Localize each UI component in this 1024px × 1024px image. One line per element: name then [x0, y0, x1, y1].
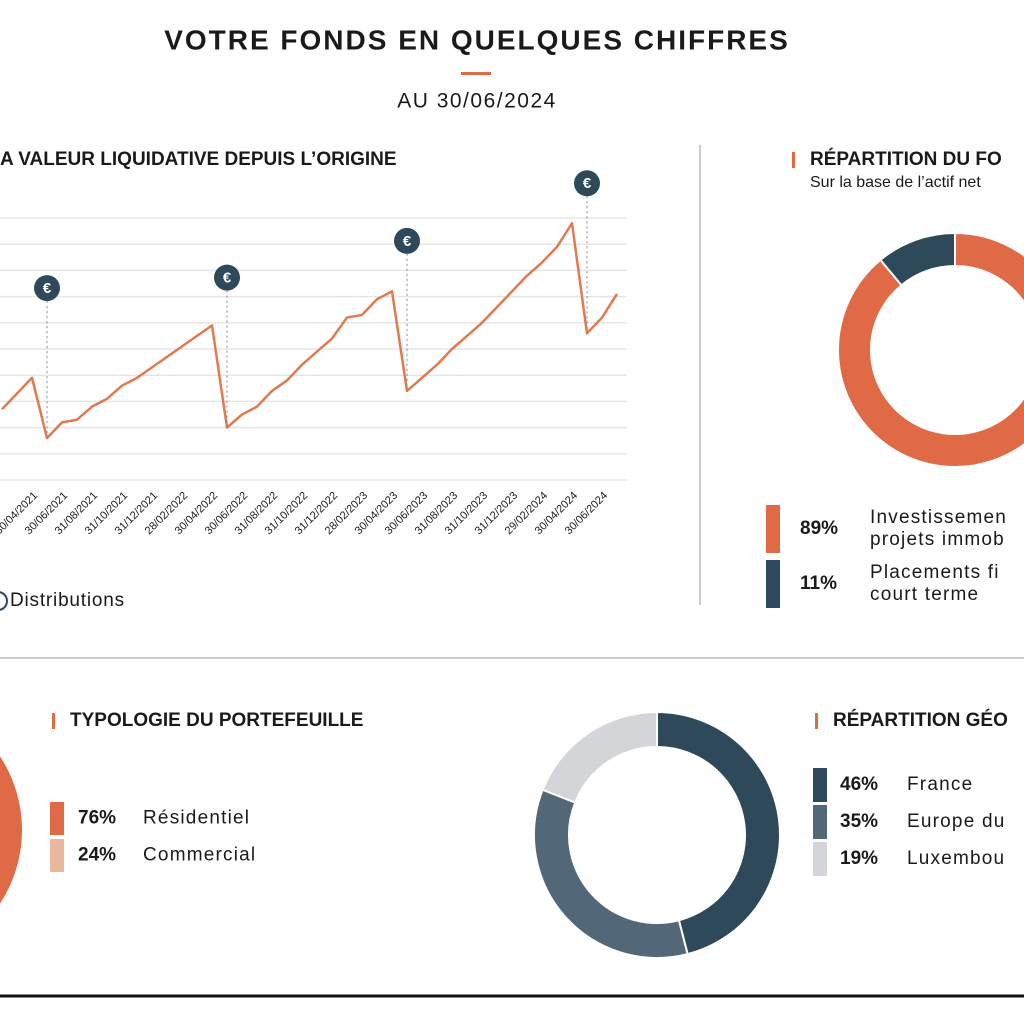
distribution-marker [34, 275, 60, 302]
chart-title: RÉPARTITION GÉO [833, 709, 1008, 731]
legend-label: France [907, 774, 973, 795]
chart-title: A VALEUR LIQUIDATIVE DEPUIS L’ORIGINE [0, 149, 397, 170]
legend-label: Placements fi [870, 562, 1000, 583]
page-subtitle: AU 30/06/2024 [397, 90, 557, 113]
legend-value: 76% [78, 808, 116, 829]
legend-marker [0, 591, 8, 611]
donut-segment [879, 231, 956, 287]
legend-value: 19% [840, 848, 878, 869]
legend-value: 24% [78, 845, 116, 866]
donut-segment [656, 710, 781, 956]
legend-swatch [813, 842, 827, 876]
distribution-symbol: € [403, 233, 412, 250]
title-bar [815, 713, 818, 729]
legend-value: 35% [840, 811, 878, 832]
donut-segment [837, 231, 1024, 468]
legend-label: Luxembou [907, 848, 1005, 869]
legend-label: Europe du [907, 811, 1005, 832]
chart-title: RÉPARTITION DU FO [810, 148, 1002, 170]
donut-segment [0, 752, 24, 907]
distribution-marker [214, 264, 240, 291]
title-bar [792, 152, 795, 168]
legend-label: Commercial [143, 845, 256, 866]
title-rule [461, 72, 491, 75]
distribution-symbol: € [583, 175, 592, 192]
donut-segment [533, 788, 689, 959]
legend-value: 89% [800, 518, 838, 539]
distribution-symbol: € [43, 280, 52, 297]
legend-value: 46% [840, 774, 878, 795]
legend-label: projets immob [870, 529, 1005, 550]
legend-label: Investissemen [870, 507, 1007, 528]
chart-subtitle: Sur la base de l’actif net [810, 174, 981, 191]
distribution-marker [394, 227, 420, 254]
legend-label: court terme [870, 584, 979, 605]
donut-segment [541, 710, 658, 804]
line-series [1, 221, 619, 440]
title-bar [52, 713, 55, 729]
legend-swatch [50, 802, 64, 835]
legend-swatch [813, 805, 827, 839]
legend-value: 11% [800, 573, 837, 594]
legend-swatch [766, 560, 780, 608]
legend-label: Résidentiel [143, 808, 250, 829]
legend-swatch [766, 505, 780, 553]
distribution-marker [574, 170, 600, 197]
legend-swatch [50, 839, 64, 872]
chart-title: TYPOLOGIE DU PORTEFEUILLE [70, 710, 363, 731]
legend-label: Distributions [10, 590, 125, 611]
legend-swatch [813, 768, 827, 802]
page-title: VOTRE FONDS EN QUELQUES CHIFFRES [164, 24, 790, 55]
distribution-symbol: € [223, 270, 232, 287]
